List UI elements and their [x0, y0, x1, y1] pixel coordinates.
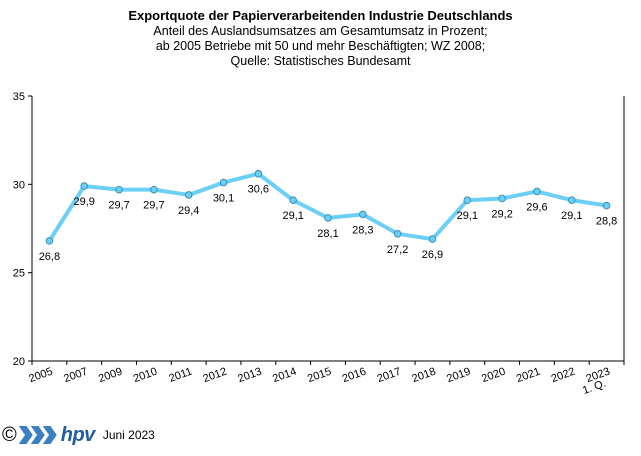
data-label: 29,6 [526, 201, 547, 213]
data-label: 29,9 [74, 196, 95, 208]
x-tick-label-quarter: 1. Q. [581, 378, 608, 397]
x-tick-label: 2013 [236, 366, 263, 386]
chart-title: Exportquote der Papierverarbeitenden Ind… [128, 8, 513, 23]
data-point [567, 196, 576, 205]
data-point [45, 237, 54, 245]
data-point [498, 194, 506, 203]
chart-header: Exportquote der Papierverarbeitenden Ind… [0, 8, 641, 69]
line-chart: 20 25 30 35 2005 2007 2009 2010 2011 2012 2013 2014… [13, 91, 625, 397]
data-label: 28,1 [317, 228, 338, 240]
data-label: 29,1 [561, 210, 582, 222]
chart-subtitle-line-1: Anteil des Auslandsumsatzes am Gesamtums… [153, 24, 488, 38]
x-tick-label: 2012 [201, 366, 228, 386]
x-tick-label: 2007 [62, 366, 89, 386]
x-tick-label: 2022 [550, 366, 577, 386]
footer: © hpv Juni 2023 [2, 424, 155, 446]
hpv-logo-mark [18, 426, 57, 444]
chart-subtitle-line-2: ab 2005 Betriebe mit 50 und mehr Beschäf… [155, 39, 486, 53]
data-point [254, 169, 263, 178]
data-label: 26,8 [39, 251, 60, 263]
chevron-icon [18, 426, 33, 444]
data-label: 29,2 [491, 208, 512, 220]
y-tick-label: 30 [13, 179, 25, 191]
data-point [184, 191, 193, 199]
x-tick-label: 2016 [341, 366, 368, 386]
data-point [324, 214, 332, 222]
data-label: 26,9 [422, 249, 443, 261]
x-tick-label: 2010 [132, 366, 159, 386]
chart-subtitle-line-3: Quelle: Statistisches Bundesamt [230, 54, 411, 68]
x-tick-label: 2011 [167, 366, 193, 385]
x-tick-label: 2017 [376, 366, 403, 386]
data-point [150, 185, 158, 194]
copyright-symbol: © [2, 424, 17, 446]
y-tick-label: 25 [13, 268, 25, 280]
data-label: 29,1 [282, 210, 303, 222]
data-label: 30,6 [248, 184, 269, 196]
x-tick-label: 2014 [271, 366, 298, 386]
footer-date: Juni 2023 [102, 428, 155, 442]
data-point [80, 182, 89, 190]
x-tick-label: 2009 [97, 366, 124, 386]
x-tick-label: 2018 [410, 366, 437, 386]
x-tick-label: 2020 [480, 366, 507, 386]
data-label: 30,1 [213, 193, 234, 205]
chevron-icon [42, 426, 57, 444]
chevron-icon [30, 426, 45, 444]
data-point [463, 196, 472, 205]
data-point [289, 196, 297, 205]
data-point [428, 235, 437, 243]
data-point [602, 201, 611, 210]
data-point [393, 230, 402, 238]
x-tick-label: 2019 [445, 366, 472, 386]
x-tick-label: 2021 [515, 366, 542, 386]
data-label: 27,2 [387, 244, 408, 256]
data-label: 29,7 [143, 200, 164, 212]
data-point [533, 187, 541, 196]
y-tick-label: 20 [13, 356, 25, 368]
data-label: 29,4 [178, 205, 199, 217]
hpv-logo-text: hpv [60, 423, 96, 446]
data-point [359, 210, 367, 219]
data-point [115, 185, 123, 194]
data-label: 28,3 [352, 224, 373, 236]
data-label: 29,1 [457, 210, 478, 222]
data-point [219, 178, 228, 187]
x-tick-label: 2005 [27, 366, 54, 386]
x-tick-label: 2015 [306, 366, 333, 386]
y-tick-label: 35 [13, 91, 25, 103]
data-label: 29,7 [108, 200, 129, 212]
data-label: 28,8 [596, 216, 617, 228]
